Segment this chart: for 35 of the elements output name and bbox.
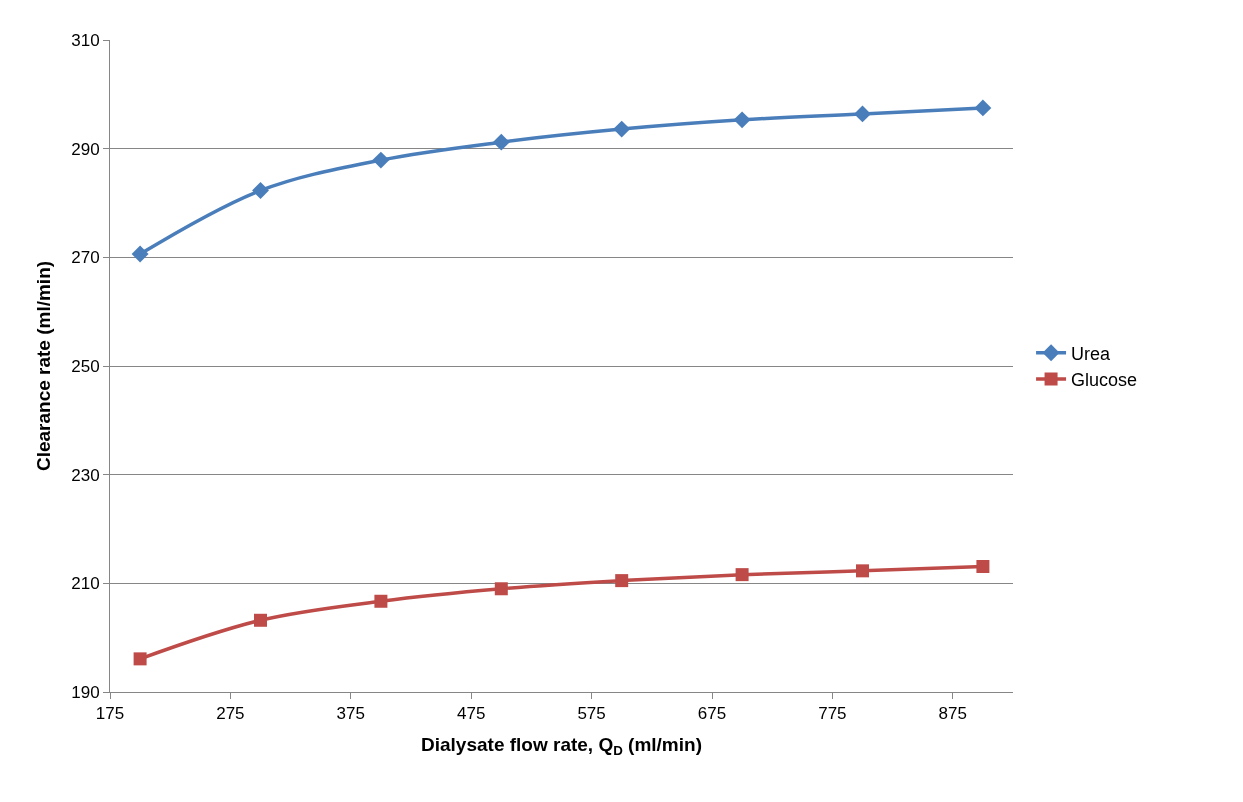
y-tick-label: 270 (71, 248, 100, 268)
y-tick-label: 310 (71, 30, 100, 50)
point (252, 182, 269, 199)
legend-label: Urea (1071, 343, 1112, 364)
x-tick-label: 475 (457, 704, 486, 724)
point (974, 99, 992, 117)
point (131, 245, 149, 263)
y-tick-label: 190 (71, 682, 100, 702)
x-tick-label: 775 (818, 704, 847, 724)
point (254, 613, 267, 627)
point (615, 574, 629, 588)
x-tick-label: 575 (577, 704, 606, 724)
point (613, 120, 631, 138)
point (372, 151, 390, 169)
y-tick-label: 210 (71, 574, 100, 594)
x-axis-title: Dialysate flow rate, Q$_{D}$ (ml/min) (421, 734, 702, 759)
y-tick-label: 290 (71, 139, 100, 159)
point (733, 111, 751, 129)
legend-label: Glucose (1071, 370, 1138, 391)
point (492, 133, 510, 151)
point (494, 582, 508, 596)
y-axis-title: Clearance rate (ml/min) (33, 260, 55, 472)
point (133, 652, 147, 666)
y-tick-label: 250 (71, 356, 100, 376)
point (735, 568, 749, 582)
x-tick-label: 375 (336, 704, 365, 724)
point (856, 564, 869, 578)
y-tick-label: 230 (71, 465, 100, 485)
point (854, 105, 871, 123)
x-tick-label: 175 (95, 704, 125, 724)
x-tick-label: 875 (938, 704, 967, 724)
x-tick-label: 275 (216, 704, 245, 724)
point (374, 594, 388, 608)
x-tick-label: 675 (697, 704, 727, 724)
point (976, 559, 990, 573)
